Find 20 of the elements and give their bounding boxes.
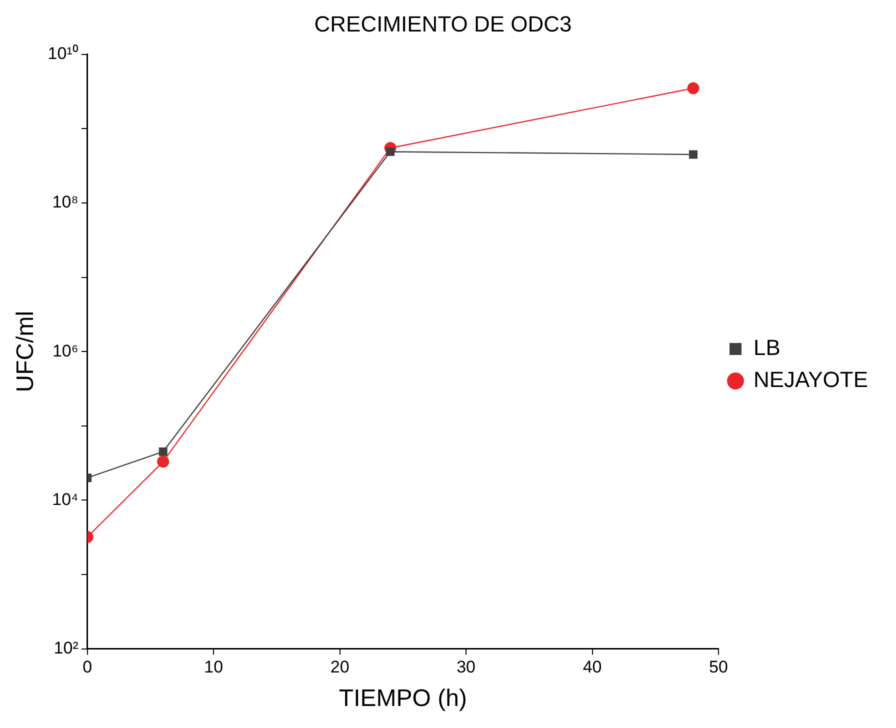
- y-tick-label: 10⁸: [52, 192, 78, 212]
- point: [157, 456, 170, 468]
- x-tick-label: 10: [204, 658, 224, 677]
- y-tick-label: 10⁶: [52, 341, 78, 360]
- x-tick-label: 50: [709, 658, 728, 677]
- x-tick-label: 30: [456, 658, 476, 677]
- chart-title: CRECIMIENTO DE ODC3: [314, 11, 572, 36]
- point: [689, 150, 698, 159]
- x-tick-label: 0: [82, 658, 92, 677]
- y-tick-label: 10⁴: [52, 490, 78, 509]
- y-tick-label: 10²: [54, 638, 79, 658]
- y-axis-title: UFC/ml: [12, 310, 40, 392]
- point: [158, 447, 168, 456]
- point: [687, 82, 700, 94]
- x-tick-label: 40: [582, 658, 602, 677]
- y-tick-label: 10¹⁰: [48, 44, 78, 64]
- x-axis-title: TIEMPO (h): [338, 685, 467, 712]
- legend-label: LB: [754, 335, 780, 360]
- x-tick-label: 20: [330, 658, 350, 677]
- legend-label: NEJAYOTE: [754, 367, 868, 392]
